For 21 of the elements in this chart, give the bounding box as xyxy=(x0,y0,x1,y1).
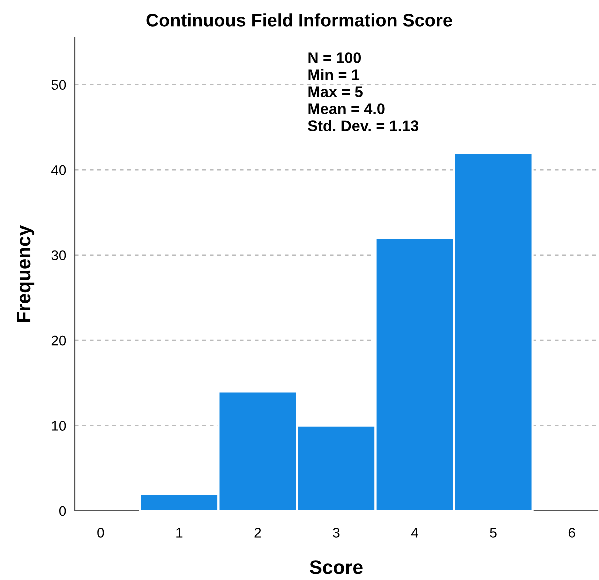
x-tick-label: 5 xyxy=(490,528,497,538)
x-tick-label: 6 xyxy=(568,528,576,538)
y-tick-label: 20 xyxy=(52,336,66,346)
y-tick-label: 50 xyxy=(52,80,66,90)
x-axis-title: Score xyxy=(310,560,363,574)
x-tick-label: 4 xyxy=(411,528,418,538)
annotation: Std. Dev. = 1.13 xyxy=(308,120,419,132)
y-tick-label: 40 xyxy=(52,165,66,176)
y-tick-label: 0 xyxy=(59,506,66,516)
x-tick-label: 1 xyxy=(176,528,183,538)
y-axis-title: Frequency xyxy=(17,225,35,322)
annotation: Min = 1 xyxy=(308,69,360,80)
annotation: Max = 5 xyxy=(308,86,363,98)
y-tick-label: 30 xyxy=(52,250,66,260)
annotation: N = 100 xyxy=(308,52,362,64)
x-tick-label: 0 xyxy=(98,528,104,538)
annotation: Mean = 4.0 xyxy=(308,104,385,114)
x-tick-label: 3 xyxy=(333,528,340,538)
chart-title: Continuous Field Information Score xyxy=(146,14,452,27)
y-tick-label: 10 xyxy=(52,421,66,431)
x-tick-label: 2 xyxy=(254,528,262,538)
